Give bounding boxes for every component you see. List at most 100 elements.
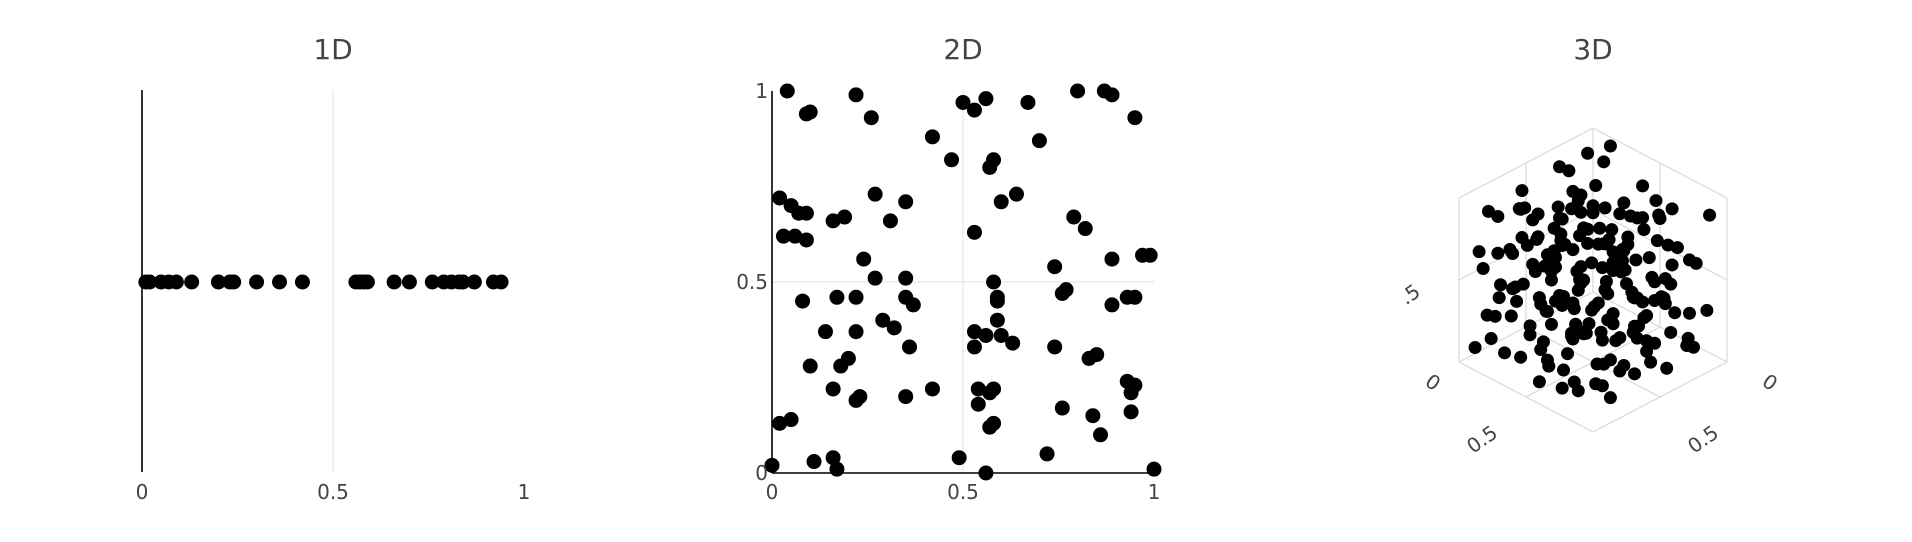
point-3d-78 <box>1567 302 1581 316</box>
point-3d-106 <box>1555 381 1569 395</box>
point-3d-12 <box>1589 178 1603 192</box>
point-2d-82 <box>986 381 1002 397</box>
point-3d-149 <box>1680 339 1694 353</box>
y-tick-3d-0: 0 <box>1758 369 1782 396</box>
point-3d-125 <box>1593 221 1607 235</box>
point-2d-30 <box>993 194 1009 210</box>
point-1d-9 <box>249 274 265 290</box>
point-2d-77 <box>852 389 868 405</box>
point-2d-31 <box>1008 186 1024 202</box>
point-2d-28 <box>882 213 898 229</box>
point-3d-89 <box>1636 211 1650 225</box>
y-tick-2d-0: 0 <box>755 461 768 485</box>
point-3d-196 <box>1534 297 1548 311</box>
y-tick-2d-2: 1 <box>755 79 768 103</box>
point-2d-43 <box>1047 259 1063 275</box>
point-2d-93 <box>825 450 841 466</box>
point-3d-76 <box>1540 248 1554 262</box>
point-3d-195 <box>1606 255 1620 269</box>
point-2d-92 <box>806 454 822 470</box>
point-2d-6 <box>955 94 971 110</box>
point-2d-83 <box>970 396 986 412</box>
point-3d-168 <box>1542 359 1556 373</box>
point-1d-18 <box>424 274 440 290</box>
point-2d-18 <box>772 190 788 206</box>
point-2d-62 <box>848 324 864 340</box>
point-3d-158 <box>1637 223 1651 237</box>
point-2d-35 <box>856 251 872 267</box>
point-3d-105 <box>1476 262 1490 276</box>
point-2d-32 <box>1066 209 1082 225</box>
point-1d-6 <box>210 274 226 290</box>
point-2d-22 <box>775 228 791 244</box>
point-3d-136 <box>1557 290 1571 304</box>
point-2d-95 <box>764 457 780 473</box>
point-2d-89 <box>1123 404 1139 420</box>
subplot-1d: 1D 0 0.5 1 <box>136 33 531 504</box>
point-3d-49 <box>1547 221 1561 235</box>
point-2d-60 <box>886 320 902 336</box>
point-2d-58 <box>1005 335 1021 351</box>
x-tick-3d-1: 0.5 <box>1462 420 1502 458</box>
point-3d-190 <box>1628 367 1642 381</box>
point-2d-69 <box>840 350 856 366</box>
point-1d-11 <box>294 274 310 290</box>
z-tick-3d-0: .5 <box>1395 279 1424 310</box>
point-3d-83 <box>1617 196 1631 210</box>
point-2d-17 <box>1031 133 1047 149</box>
point-3d-28 <box>1624 209 1638 223</box>
point-2d-49 <box>989 293 1005 309</box>
point-2d-25 <box>825 213 841 229</box>
point-3d-166 <box>1599 274 1613 288</box>
x-tick-1d-1: 0.5 <box>317 480 349 504</box>
point-3d-68 <box>1595 261 1609 275</box>
point-3d-32 <box>1574 205 1588 219</box>
point-2d-42 <box>795 293 811 309</box>
point-3d-24 <box>1668 306 1682 320</box>
point-3d-44 <box>1551 200 1565 214</box>
point-2d-9 <box>1020 94 1036 110</box>
point-1d-16 <box>386 274 402 290</box>
point-2d-64 <box>1104 297 1120 313</box>
point-3d-135 <box>1518 201 1532 215</box>
point-3d-99 <box>1613 364 1627 378</box>
point-1d-22 <box>455 274 471 290</box>
point-3d-163 <box>1628 319 1642 333</box>
point-3d-6 <box>1629 253 1643 267</box>
point-3d-65 <box>1565 326 1579 340</box>
point-2d-56 <box>978 327 994 343</box>
point-3d-3 <box>1682 306 1696 320</box>
point-2d-38 <box>898 270 914 286</box>
point-2d-67 <box>1089 347 1105 363</box>
point-3d-16 <box>1664 277 1678 291</box>
point-3d-199 <box>1571 384 1585 398</box>
point-3d-25 <box>1640 309 1654 323</box>
point-2d-75 <box>825 381 841 397</box>
point-3d-60 <box>1617 244 1631 258</box>
point-2d-98 <box>1039 446 1055 462</box>
point-3d-176 <box>1603 139 1617 153</box>
point-1d-5 <box>184 274 200 290</box>
point-2d-63 <box>902 339 918 355</box>
point-2d-41 <box>905 297 921 313</box>
point-3d-8 <box>1650 234 1664 248</box>
point-3d-198 <box>1472 245 1486 259</box>
point-3d-74 <box>1591 296 1605 310</box>
point-3d-59 <box>1528 265 1542 279</box>
point-3d-46 <box>1640 344 1654 358</box>
subplot-title-1d: 1D <box>313 33 352 66</box>
point-2d-34 <box>966 224 982 240</box>
point-3d-75 <box>1594 325 1608 339</box>
point-3d-148 <box>1597 155 1611 169</box>
point-2d-12 <box>1104 87 1120 103</box>
point-3d-66 <box>1603 391 1617 405</box>
subplot-title-3d: 3D <box>1573 33 1612 66</box>
point-2d-3 <box>848 87 864 103</box>
point-3d-21 <box>1562 164 1576 178</box>
point-3d-51 <box>1630 331 1644 345</box>
x-tick-1d-0: 0 <box>136 480 149 504</box>
point-3d-101 <box>1581 222 1595 236</box>
point-1d-25 <box>493 274 509 290</box>
y-tick-3d-1: 0.5 <box>1683 420 1723 458</box>
point-3d-172 <box>1582 317 1596 331</box>
